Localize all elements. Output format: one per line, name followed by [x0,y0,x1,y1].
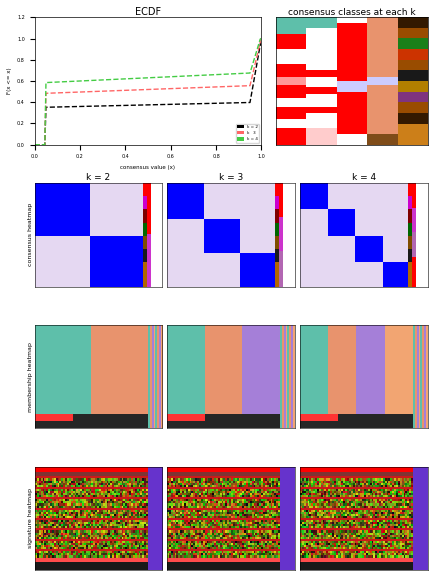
Y-axis label: signature heatmap: signature heatmap [28,488,33,548]
Title: consensus classes at each k: consensus classes at each k [288,7,416,17]
Title: k = 4: k = 4 [352,173,376,182]
Title: ECDF: ECDF [135,6,161,17]
Title: k = 2: k = 2 [86,173,111,182]
X-axis label: consensus value (x): consensus value (x) [121,165,175,170]
Y-axis label: membership heatmap: membership heatmap [28,342,33,412]
Y-axis label: F(x <= x): F(x <= x) [6,67,12,94]
Y-axis label: consensus heatmap: consensus heatmap [28,203,33,267]
Title: k = 3: k = 3 [219,173,243,182]
Legend: k = 2, k   3, k = 4: k = 2, k 3, k = 4 [236,124,259,143]
